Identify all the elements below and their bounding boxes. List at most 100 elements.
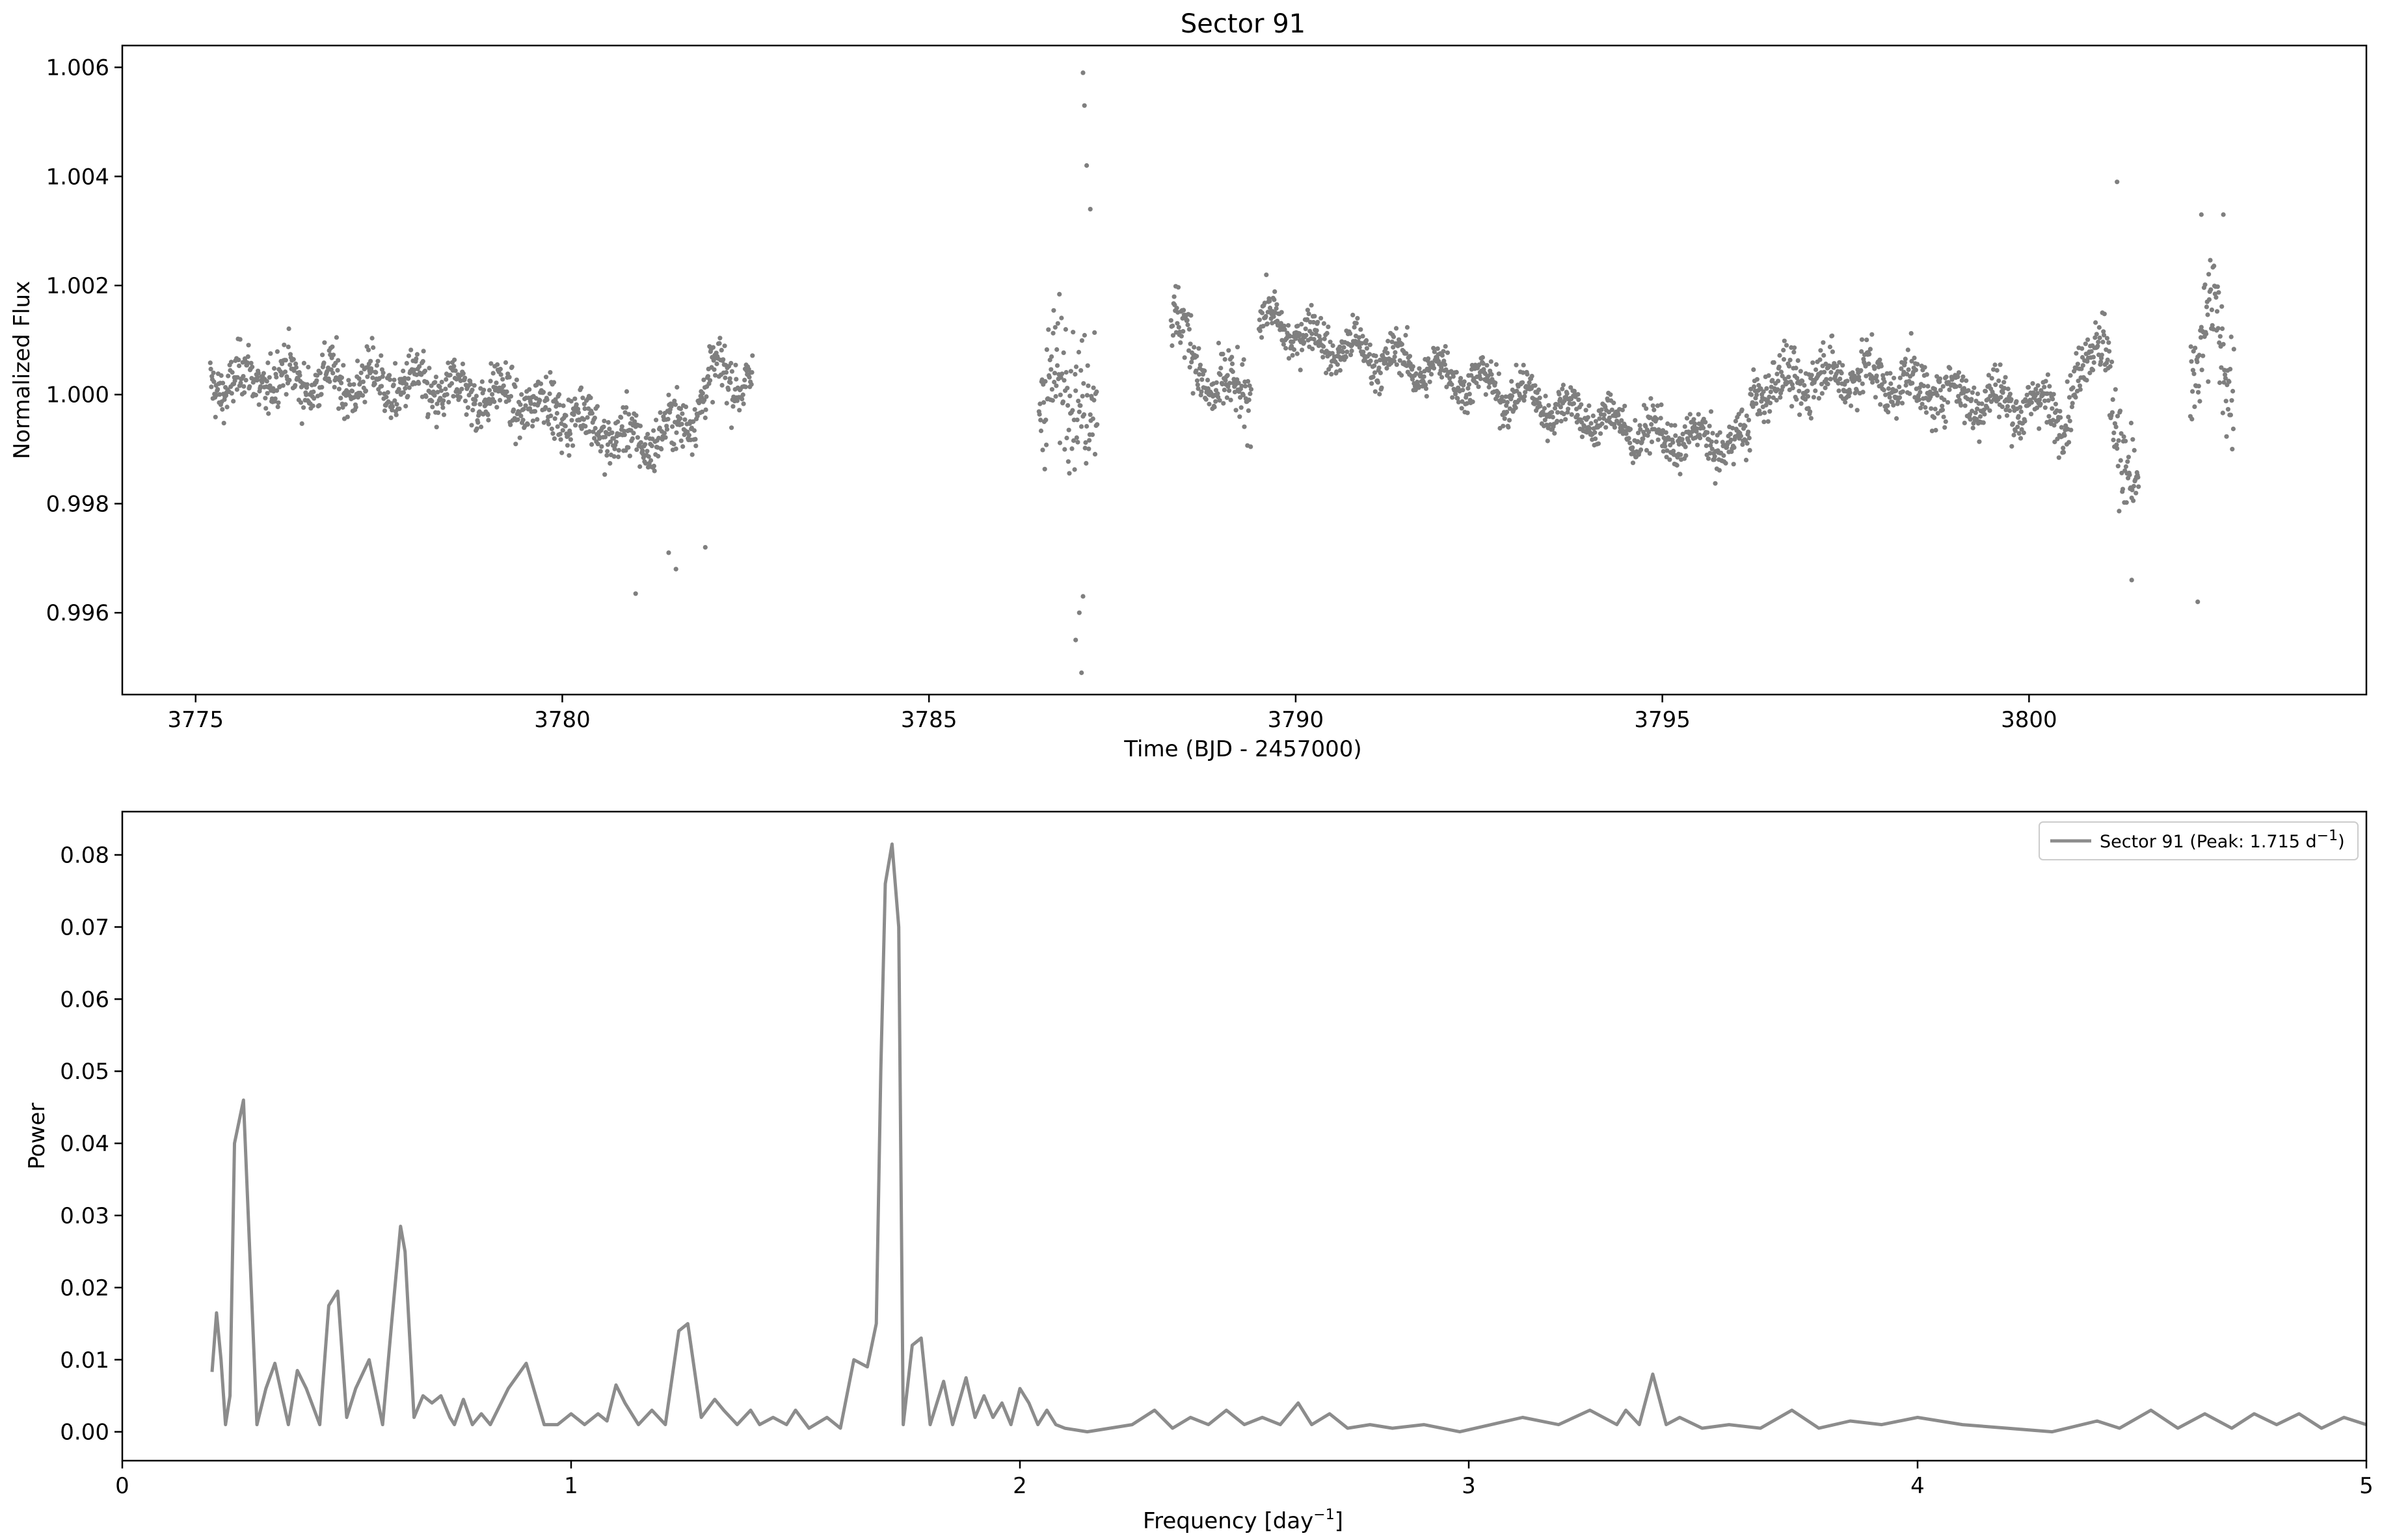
flux-point — [358, 370, 364, 375]
flux-point — [1671, 448, 1676, 454]
flux-point — [1403, 332, 1408, 338]
flux-point — [741, 401, 746, 406]
flux-point — [537, 398, 542, 403]
x-tick-label: 3775 — [167, 707, 224, 733]
flux-point — [1195, 382, 1200, 388]
flux-point — [1944, 375, 1949, 380]
flux-point — [1761, 419, 1767, 425]
flux-point — [1912, 355, 1917, 361]
flux-point — [1663, 430, 1668, 435]
flux-point — [1460, 388, 1465, 393]
flux-point — [1767, 401, 1773, 406]
flux-point — [1376, 365, 1382, 371]
flux-point — [609, 430, 615, 435]
flux-point — [2109, 410, 2115, 415]
flux-point — [1644, 406, 1649, 411]
flux-point — [733, 362, 738, 367]
flux-point — [495, 362, 500, 367]
flux-point — [1655, 437, 1661, 442]
flux-point — [1087, 438, 1092, 443]
flux-point — [2013, 428, 2018, 434]
flux-point — [1304, 332, 1309, 338]
flux-point — [1994, 367, 2000, 373]
flux-point — [2043, 378, 2048, 384]
flux-point — [1199, 389, 1204, 394]
flux-point — [1619, 418, 1624, 423]
flux-point — [1501, 423, 1506, 429]
flux-point — [1754, 377, 1760, 382]
flux-point — [1987, 408, 1992, 413]
flux-point — [1864, 373, 1869, 378]
flux-point — [1392, 354, 1397, 360]
flux-point — [525, 422, 530, 427]
flux-point — [1593, 436, 1598, 442]
flux-point — [1264, 272, 1269, 278]
flux-point — [1935, 411, 1940, 416]
flux-point — [425, 380, 430, 386]
flux-point — [1054, 363, 1060, 368]
flux-point — [583, 423, 588, 429]
flux-point — [1672, 423, 1678, 428]
flux-point — [2076, 378, 2081, 384]
flux-point — [338, 395, 343, 401]
flux-point — [1259, 335, 1265, 340]
flux-point — [1652, 427, 1657, 432]
flux-point — [2069, 405, 2074, 410]
flux-point — [1489, 372, 1494, 377]
flux-point — [2005, 404, 2010, 409]
flux-point — [1360, 334, 1365, 339]
flux-point — [1720, 440, 1725, 445]
flux-point — [1705, 430, 1710, 435]
flux-point — [2104, 336, 2109, 341]
flux-point — [552, 380, 557, 385]
flux-point — [493, 385, 498, 390]
flux-point — [301, 360, 306, 366]
flux-point — [1267, 305, 1273, 311]
flux-point — [423, 394, 429, 399]
y-tick-label: 0.07 — [60, 914, 109, 940]
flux-point — [1049, 354, 1054, 360]
flux-point — [1986, 373, 1991, 378]
flux-point — [433, 380, 438, 385]
flux-point — [552, 436, 557, 442]
flux-point — [397, 406, 402, 412]
flux-point — [2106, 340, 2111, 345]
flux-point — [363, 388, 369, 393]
flux-point — [557, 403, 563, 408]
flux-point — [1728, 437, 1733, 443]
flux-point — [1274, 302, 1279, 307]
flux-point — [547, 391, 552, 397]
flux-point — [304, 392, 309, 397]
flux-point — [1059, 315, 1064, 321]
flux-point — [1883, 392, 1888, 397]
flux-point — [724, 401, 729, 406]
flux-point — [215, 387, 221, 392]
flux-point — [2196, 384, 2201, 389]
x-tick-label: 2 — [1013, 1473, 1027, 1499]
flux-point — [1261, 323, 1266, 329]
flux-point — [1536, 387, 1542, 393]
flux-point — [1278, 321, 1283, 326]
flux-point — [1060, 371, 1065, 377]
flux-point — [485, 412, 490, 418]
flux-point — [1878, 402, 1883, 407]
flux-point — [682, 417, 688, 422]
flux-point — [1644, 447, 1650, 453]
flux-point — [1229, 354, 1235, 360]
flux-point — [268, 351, 273, 356]
flux-point — [2101, 332, 2107, 338]
flux-point — [1704, 443, 1709, 449]
flux-point — [1921, 383, 1927, 389]
flux-point — [615, 419, 621, 425]
flux-point — [1894, 388, 1899, 393]
flux-point — [1474, 380, 1479, 386]
flux-point — [330, 344, 335, 349]
flux-point — [1795, 358, 1800, 364]
flux-point — [2130, 487, 2135, 493]
flux-point — [341, 363, 346, 368]
flux-point — [477, 402, 483, 407]
flux-point — [519, 392, 524, 397]
flux-point — [1044, 442, 1049, 447]
flux-point — [548, 413, 554, 419]
flux-point — [1560, 382, 1566, 388]
